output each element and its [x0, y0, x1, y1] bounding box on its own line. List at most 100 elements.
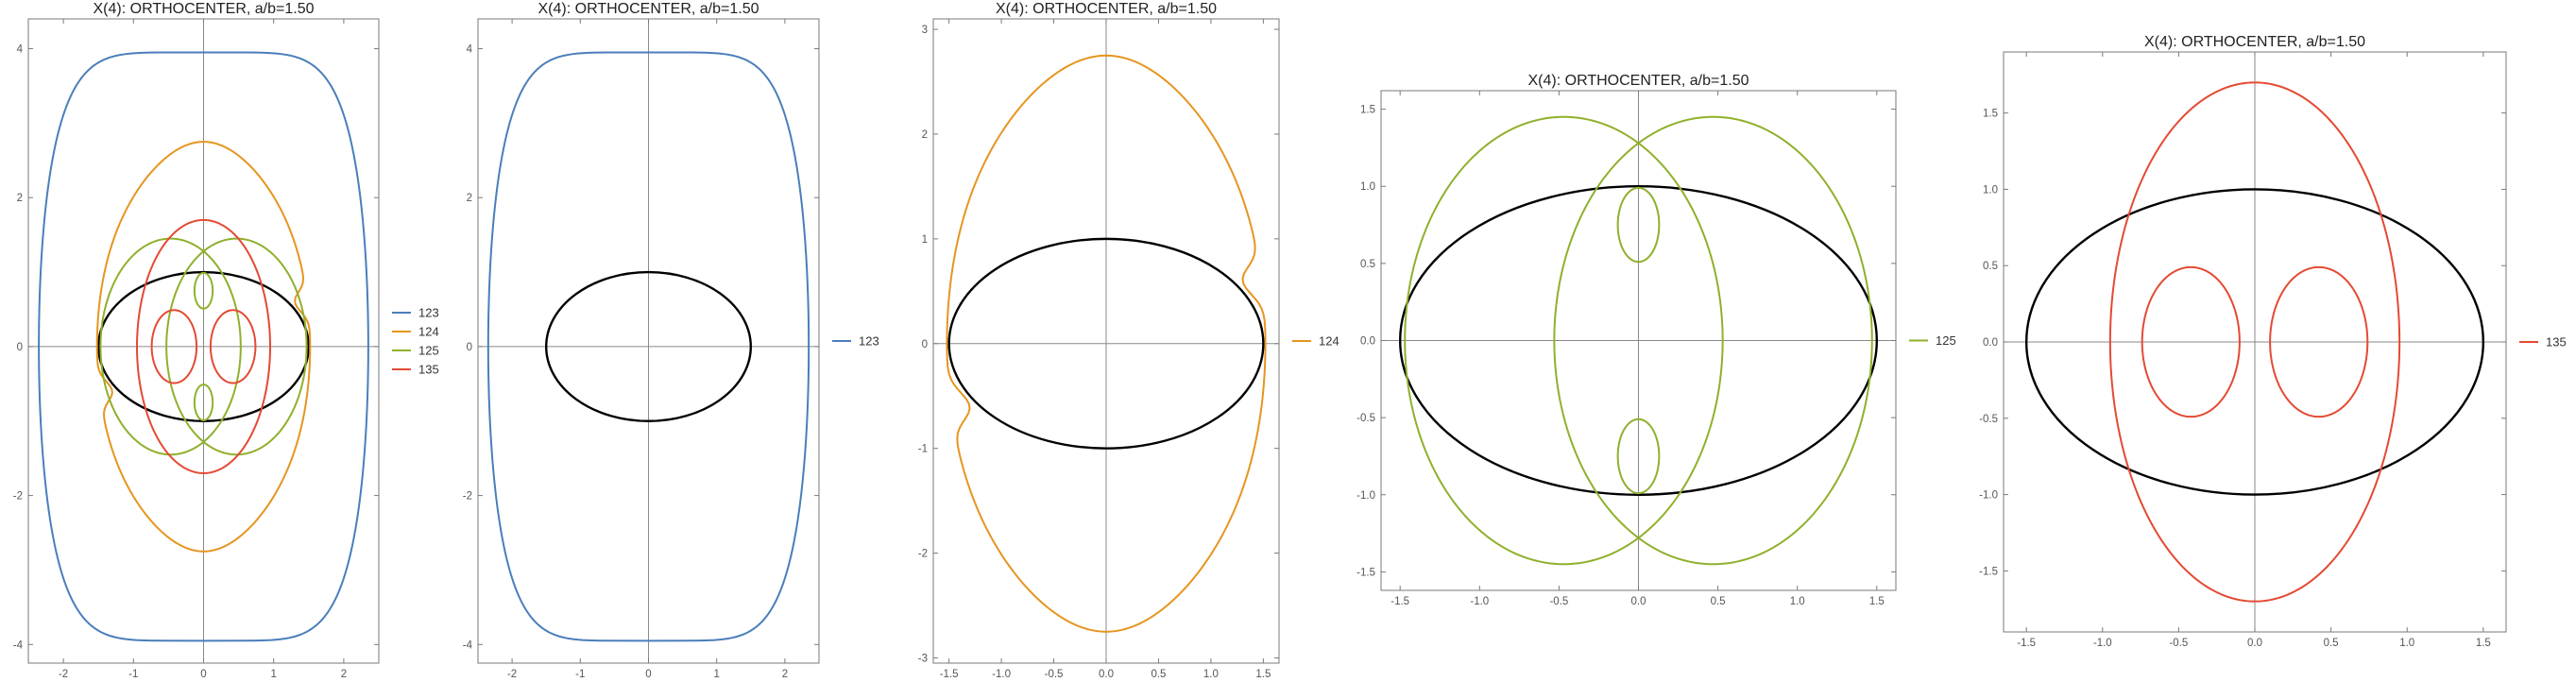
y-tick-label: 1.0	[1360, 181, 1375, 193]
x-tick-label: -2	[59, 669, 68, 680]
x-tick-label: 0	[645, 669, 651, 680]
x-tick-label: 2	[341, 669, 347, 680]
plot-panel-5: X(4): ORTHOCENTER, a/b=1.50 -1.5 -1.0 -0.5 0…	[1979, 34, 2567, 649]
curves	[38, 51, 369, 642]
y-tick-label: 4	[17, 44, 24, 56]
x-tick-label: 0.0	[2247, 638, 2262, 649]
series-135-curve	[2141, 265, 2241, 418]
series-125-curve	[1404, 115, 1724, 566]
y-tick-label: 0.5	[1360, 259, 1375, 270]
plot-title: X(4): ORTHOCENTER, a/b=1.50	[2144, 34, 2365, 50]
y-tick-label: -3	[918, 653, 928, 664]
y-tick-label: 0.5	[1983, 261, 1998, 272]
x-tick-label: 0.5	[1151, 669, 1166, 680]
series-135-curve	[2269, 265, 2369, 418]
x-tick-label: -2	[507, 669, 517, 680]
y-tick-label: -1.0	[1979, 490, 1998, 502]
y-tick-label: -2	[918, 549, 928, 560]
plot-panel-2: X(4): ORTHOCENTER, a/b=1.50 -2 -1 0 1 2 -4 -2 0 2…	[463, 1, 879, 680]
legend-label-125: 125	[1936, 333, 1956, 348]
legend-label-123: 123	[418, 306, 439, 320]
x-tick-label: 1.5	[1255, 669, 1271, 680]
legend: 125	[1909, 333, 1956, 348]
x-tick-label: -1.0	[1470, 596, 1489, 607]
y-tick-label: 1.5	[1360, 105, 1375, 116]
x-tick-label: -1.0	[992, 669, 1011, 680]
y-tick-label: 0.0	[1983, 337, 1998, 349]
legend-label-125: 125	[418, 344, 439, 358]
x-tick-label: -1.0	[2093, 638, 2112, 649]
y-tick-label: -0.5	[1356, 413, 1375, 424]
y-tick-label: 2	[17, 193, 23, 204]
y-tick-label: -4	[463, 639, 473, 651]
curves	[486, 51, 810, 642]
y-tick-label: 0	[467, 342, 472, 353]
curves	[1398, 115, 1879, 566]
y-tick-label: 2	[922, 129, 928, 141]
y-tick-label: 1	[922, 234, 928, 246]
plot-title: X(4): ORTHOCENTER, a/b=1.50	[94, 1, 315, 17]
x-tick-label: -1	[575, 669, 585, 680]
plot-title: X(4): ORTHOCENTER, a/b=1.50	[1528, 73, 1749, 89]
x-tick-label: 1.5	[1869, 596, 1885, 607]
y-tick-label: -2	[13, 491, 23, 503]
series-124-curve	[946, 54, 1267, 633]
legend: 135	[2519, 335, 2567, 350]
x-tick-label: 1.0	[2399, 638, 2414, 649]
plot-title: X(4): ORTHOCENTER, a/b=1.50	[538, 1, 759, 17]
y-tick-label: -1	[918, 444, 928, 455]
x-tick-label: 0.5	[2324, 638, 2339, 649]
series-125-curve	[99, 237, 242, 456]
y-tick-label: 2	[467, 193, 472, 204]
series-125-curve	[193, 271, 214, 310]
curves	[946, 54, 1267, 633]
legend-label-135: 135	[2546, 335, 2567, 350]
legend: 124	[1292, 334, 1339, 349]
plot-panel-4: X(4): ORTHOCENTER, a/b=1.50 -1.5 -1.0 -0.5 0…	[1356, 73, 1956, 607]
plot-panel-3: X(4): ORTHOCENTER, a/b=1.50 -1.5 -1.0 -0.5 0…	[918, 1, 1339, 680]
series-135-curve	[209, 309, 257, 384]
y-tick-label: 0.0	[1360, 336, 1375, 348]
x-tick-label: 0.0	[1099, 669, 1114, 680]
x-tick-label: -0.5	[1045, 669, 1064, 680]
series-125-curve	[193, 384, 214, 421]
series-124-curve	[95, 141, 312, 553]
x-tick-label: 0.0	[1631, 596, 1646, 607]
reference-ellipse	[947, 237, 1265, 450]
y-tick-label: 1.0	[1983, 184, 1998, 196]
series-123-curve	[38, 51, 369, 642]
curves	[2024, 81, 2485, 603]
series-125-curve	[1616, 418, 1661, 495]
reference-ellipse	[2024, 188, 2485, 496]
x-tick-label: 1	[270, 669, 276, 680]
x-tick-label: 2	[782, 669, 788, 680]
series-135-curve	[150, 309, 198, 384]
x-tick-label: 1.0	[1203, 669, 1219, 680]
x-tick-label: 0.5	[1711, 596, 1726, 607]
series-125-curve	[1553, 115, 1873, 566]
x-tick-label: -1	[128, 669, 138, 680]
series-125-curve	[165, 237, 308, 456]
plot-title: X(4): ORTHOCENTER, a/b=1.50	[996, 1, 1217, 17]
series-123-curve	[486, 51, 810, 642]
x-tick-label: 1.0	[1790, 596, 1805, 607]
series-125-curve	[1616, 186, 1661, 264]
series-135-curve	[2108, 81, 2401, 603]
y-tick-label: 3	[922, 25, 928, 36]
x-tick-label: -1.5	[940, 669, 959, 680]
x-tick-label: 0	[200, 669, 206, 680]
plot-panel-1: X(4): ORTHOCENTER, a/b=1.50 -2 -1 0 1 2 -4 -2 0 2…	[13, 1, 439, 680]
y-tick-label: 0	[922, 339, 928, 350]
legend-label-135: 135	[418, 363, 439, 377]
y-tick-label: 0	[17, 342, 23, 353]
x-tick-label: 1	[713, 669, 719, 680]
y-tick-label: -1.5	[1356, 567, 1375, 578]
y-tick-label: -1.0	[1356, 490, 1375, 502]
series-135-curve	[136, 218, 271, 474]
legend: 123	[832, 334, 879, 349]
y-tick-label: -0.5	[1979, 414, 1998, 425]
legend-label-124: 124	[418, 325, 439, 339]
y-tick-label: 1.5	[1983, 109, 1998, 120]
x-tick-label: 1.5	[2476, 638, 2491, 649]
